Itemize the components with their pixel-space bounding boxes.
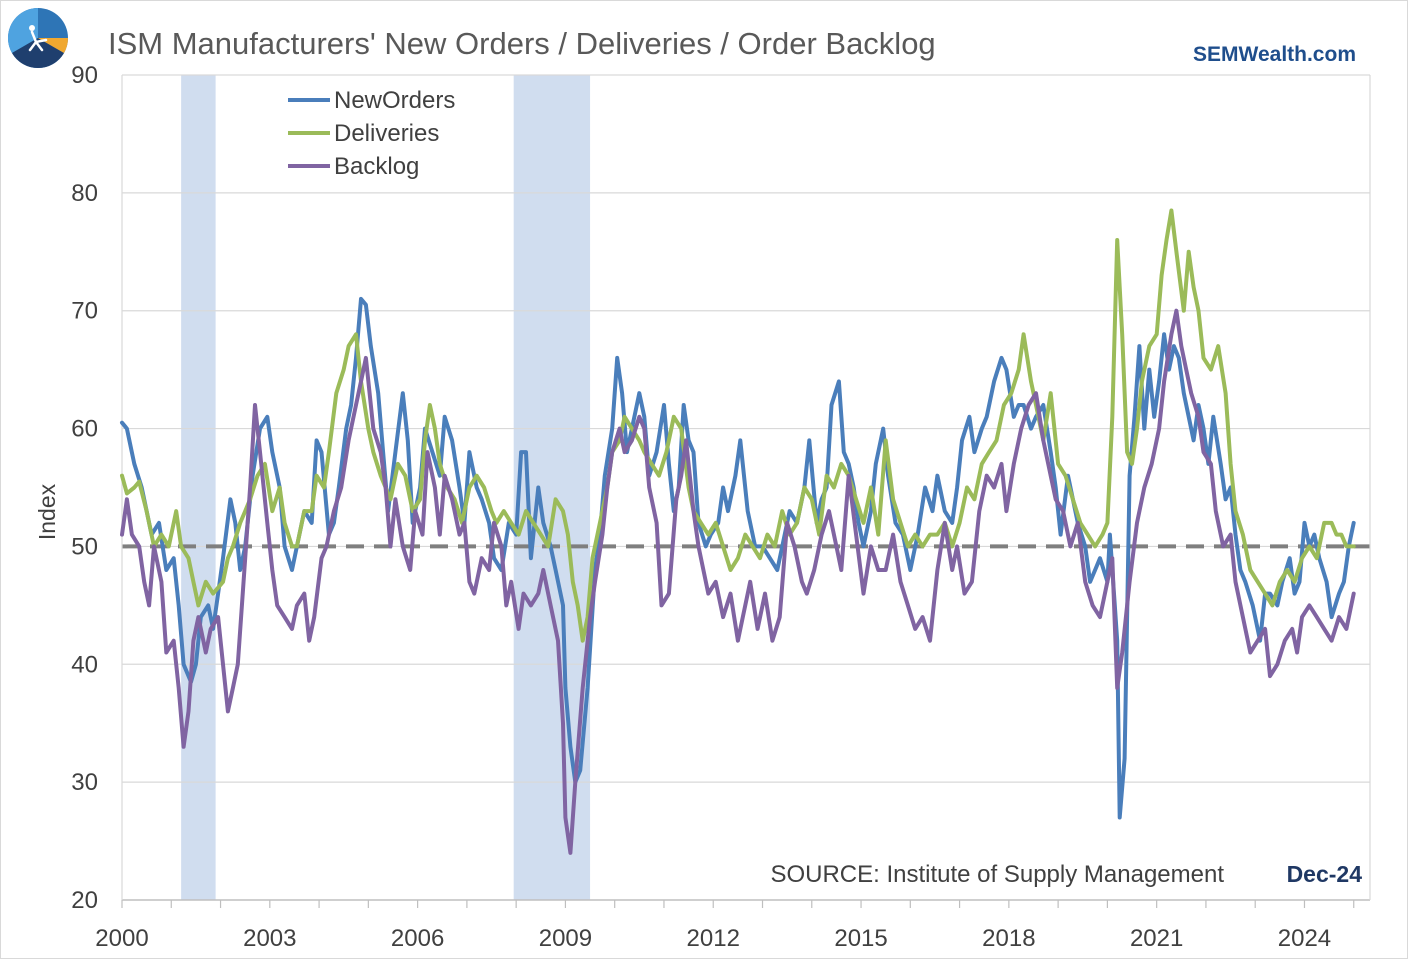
x-tick-label-2009: 2009	[539, 925, 592, 952]
chart-title: ISM Manufacturers' New Orders / Deliveri…	[108, 26, 936, 61]
y-tick-label-90: 90	[71, 62, 98, 89]
y-tick-label-20: 20	[71, 887, 98, 914]
y-tick-label-60: 60	[71, 416, 98, 443]
legend-label-neworders: NewOrders	[334, 87, 455, 114]
series-line-neworders	[120, 296, 1356, 820]
y-tick-label-80: 80	[71, 180, 98, 207]
x-tick-label-2015: 2015	[834, 925, 887, 952]
recession-band-1	[181, 75, 216, 900]
x-tick-label-2021: 2021	[1130, 925, 1183, 952]
y-axis-label: Index	[34, 483, 60, 540]
x-tick-label-2006: 2006	[391, 925, 444, 952]
y-tick-label-70: 70	[71, 298, 98, 325]
series-line-deliveries	[120, 208, 1356, 643]
source-note: SOURCE: Institute of Supply Management	[770, 861, 1224, 888]
axes: 20 30 40 50 60 70 80 90 2000 2003 2006 2009 2012 2015…	[71, 62, 1371, 952]
brand-label: SEMWealth.com	[1193, 43, 1356, 66]
x-tick-label-2018: 2018	[982, 925, 1035, 952]
y-tick-label-30: 30	[71, 769, 98, 796]
x-tick-label-2000: 2000	[95, 925, 148, 952]
x-tick-label-2012: 2012	[687, 925, 740, 952]
date-label: Dec-24	[1287, 861, 1363, 887]
semwealth-logo-icon	[7, 7, 69, 69]
x-tick-label-2003: 2003	[243, 925, 296, 952]
y-tick-label-50: 50	[71, 533, 98, 560]
legend: NewOrders Deliveries Backlog	[288, 87, 455, 180]
series-line-backlog	[120, 308, 1356, 855]
y-tick-label-40: 40	[71, 651, 98, 678]
x-tick-label-2024: 2024	[1278, 925, 1331, 952]
legend-label-backlog: Backlog	[334, 153, 419, 180]
series-lines	[120, 208, 1356, 855]
legend-label-deliveries: Deliveries	[334, 120, 439, 147]
